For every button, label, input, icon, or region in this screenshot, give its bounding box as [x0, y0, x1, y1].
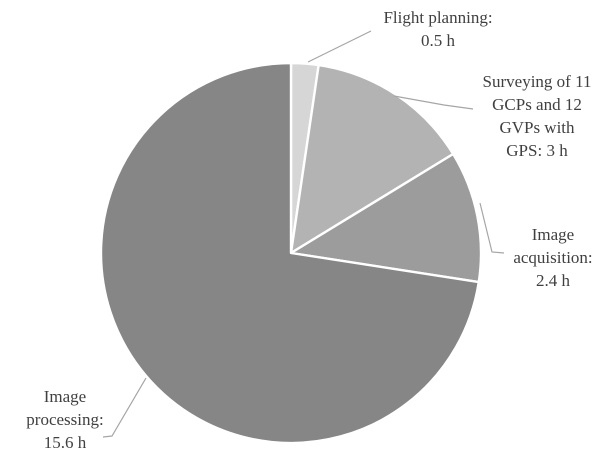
label-image-processing: Image processing: 15.6 h — [26, 387, 104, 452]
leader-line-flight-planning — [307, 30, 372, 63]
label-flight-planning: Flight planning: 0.5 h — [383, 8, 493, 50]
leader-line-image-acquisition — [479, 202, 505, 254]
pie-slice-image-processing — [99, 61, 480, 445]
pie-slice-surveying-of-11-gcps-and-12-gvps-with-gps — [289, 63, 455, 255]
leader-line-surveying — [393, 95, 474, 110]
label-surveying-gcps-gvps: Surveying of 11 GCPs and 12 GVPs with GP… — [482, 72, 592, 160]
leader-line-image-processing — [102, 377, 147, 438]
label-image-acquisition: Image acquisition: 2.4 h — [513, 225, 593, 290]
pie-slice-image-acquisition — [289, 152, 483, 284]
